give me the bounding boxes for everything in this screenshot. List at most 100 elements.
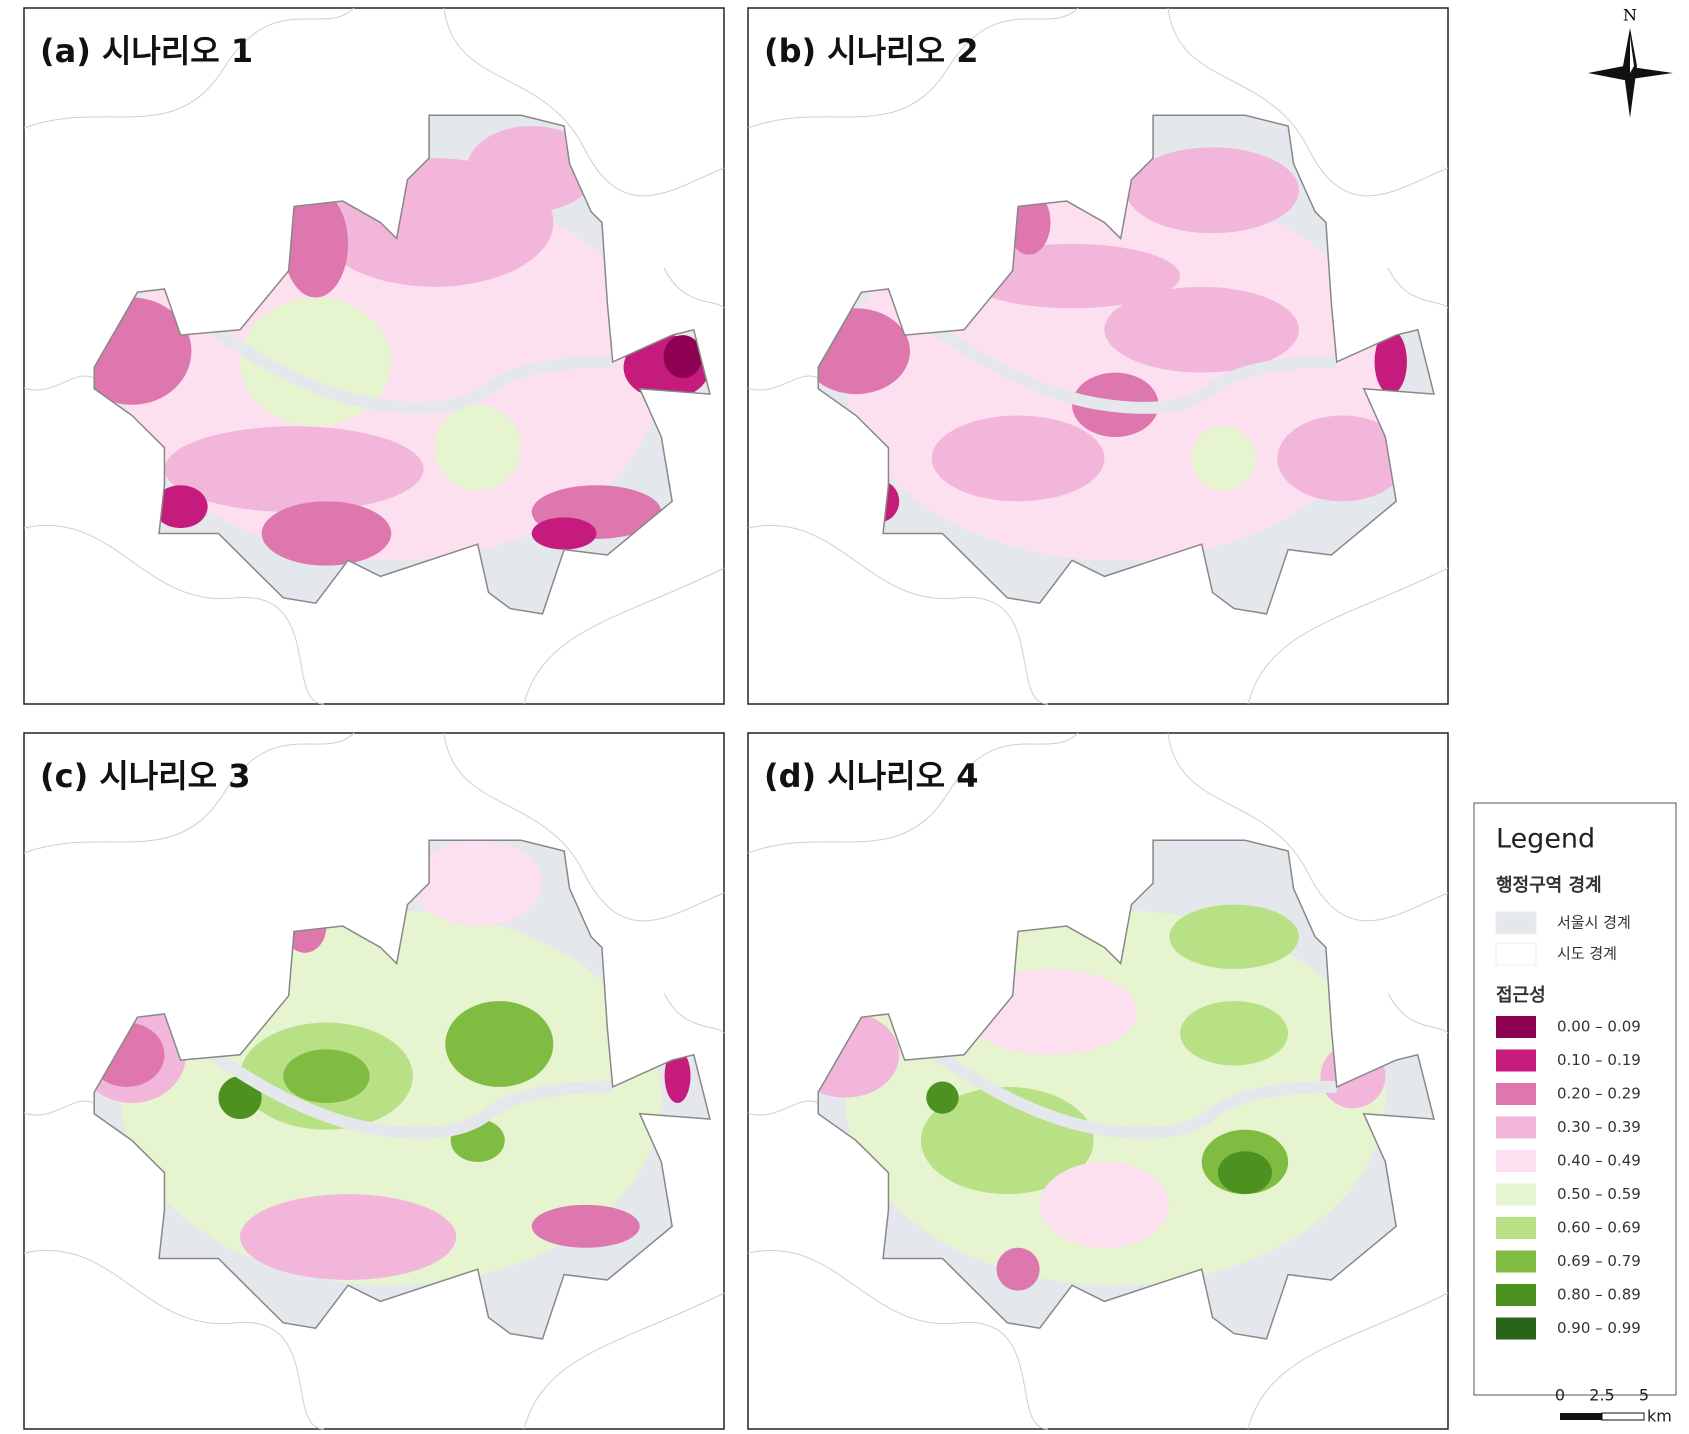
legend-heading: 접근성 — [1496, 985, 1546, 1006]
accessibility-zone — [1169, 904, 1299, 969]
accessibility-zone — [926, 1081, 959, 1114]
admin-boundary — [523, 567, 725, 705]
panel-title: (b) 시나리오 2 — [764, 32, 978, 70]
accessibility-zone — [1039, 1161, 1170, 1248]
admin-boundary — [23, 525, 325, 705]
legend-label: 시도 경계 — [1557, 945, 1617, 963]
accessibility-zone — [153, 485, 208, 529]
legend-swatch — [1496, 1083, 1536, 1105]
han-river — [933, 324, 1337, 414]
admin-boundary — [1247, 567, 1449, 705]
accessibility-zone — [531, 1204, 640, 1248]
admin-boundary — [747, 375, 819, 391]
scale-unit: km — [1647, 1407, 1672, 1426]
legend-swatch — [1496, 1049, 1536, 1072]
accessibility-zone — [1374, 329, 1407, 395]
legend-swatch — [1496, 1116, 1536, 1139]
admin-boundary — [663, 992, 725, 1034]
han-river — [209, 1049, 613, 1139]
accessibility-zone — [996, 1247, 1040, 1291]
admin-boundary — [23, 732, 355, 854]
legend-swatch — [1496, 1183, 1536, 1206]
accessibility-zone — [1126, 147, 1299, 234]
legend-swatch — [1496, 1150, 1536, 1172]
admin-boundary — [523, 1292, 725, 1430]
seoul-outline — [93, 839, 711, 1340]
admin-boundary — [663, 267, 725, 309]
admin-boundary — [23, 375, 95, 391]
accessibility-zone — [663, 335, 703, 378]
legend-title: Legend — [1496, 824, 1595, 855]
accessibility-zone — [164, 426, 424, 513]
admin-boundary — [747, 732, 1079, 854]
accessibility-zone — [1104, 286, 1299, 373]
accessibility-zone — [931, 415, 1105, 502]
accessibility-zone — [1277, 415, 1407, 502]
admin-boundary — [443, 7, 725, 197]
accessibility-zone — [218, 1076, 262, 1120]
map-panel: (a) 시나리오 1 — [23, 7, 725, 705]
north-arrow — [1588, 66, 1673, 80]
north-arrow — [1630, 36, 1634, 73]
accessibility-zone — [445, 1001, 554, 1087]
legend-swatch — [1495, 911, 1537, 935]
legend-label: 0.10 – 0.19 — [1557, 1051, 1641, 1069]
legend-swatch — [1495, 942, 1537, 966]
admin-boundary — [1167, 732, 1449, 922]
han-river — [933, 1049, 1337, 1139]
accessibility-zone — [1190, 426, 1256, 491]
accessibility-zone — [664, 1049, 691, 1103]
legend-label: 0.60 – 0.69 — [1557, 1219, 1641, 1237]
legend-swatch — [1496, 1016, 1536, 1038]
admin-boundary — [1247, 1292, 1449, 1430]
legend-swatch — [1496, 1217, 1536, 1239]
legend-swatch — [1496, 1250, 1536, 1273]
accessibility-zone — [283, 190, 349, 298]
admin-boundary — [747, 7, 1079, 129]
legend-label: 0.00 – 0.09 — [1557, 1018, 1641, 1036]
accessibility-zone — [283, 1049, 370, 1103]
legend-label: 0.50 – 0.59 — [1557, 1185, 1641, 1203]
admin-boundary — [747, 525, 1049, 705]
admin-boundary — [747, 1250, 1049, 1430]
accessibility-zone — [261, 501, 392, 566]
map-panel: (d) 시나리오 4 — [747, 732, 1449, 1430]
accessibility-zone — [240, 1194, 457, 1280]
legend-label: 0.80 – 0.89 — [1557, 1286, 1641, 1304]
map-panel: (b) 시나리오 2 — [747, 7, 1449, 705]
accessibility-zone — [466, 125, 597, 212]
admin-boundary — [23, 1250, 325, 1430]
legend-swatch — [1496, 1317, 1536, 1340]
admin-boundary — [1167, 7, 1449, 197]
admin-boundary — [747, 1100, 819, 1116]
accessibility-zone — [1217, 1151, 1272, 1195]
accessibility-zone — [818, 1011, 900, 1098]
north-label: N — [1623, 6, 1637, 25]
scale-label: 0 — [1555, 1386, 1565, 1405]
map-panel: (c) 시나리오 3 — [23, 732, 725, 1430]
legend-label: 0.20 – 0.29 — [1557, 1085, 1641, 1103]
legend-label: 0.69 – 0.79 — [1557, 1252, 1641, 1270]
legend-swatch — [1496, 1284, 1536, 1306]
legend-label: 0.30 – 0.39 — [1557, 1118, 1641, 1136]
seoul-outline — [817, 114, 1435, 615]
accessibility-zone — [1180, 1001, 1289, 1066]
scale-label: 2.5 — [1589, 1386, 1614, 1405]
admin-boundary — [1387, 267, 1449, 309]
scale-segment — [1560, 1413, 1602, 1420]
scale-segment — [1601, 1412, 1645, 1421]
admin-boundary — [443, 732, 725, 922]
admin-boundary — [23, 7, 355, 129]
legend-label: 서울시 경계 — [1557, 914, 1631, 932]
panel-title: (a) 시나리오 1 — [40, 32, 253, 70]
accessibility-zone — [434, 404, 521, 491]
legend-heading: 행정구역 경계 — [1496, 875, 1602, 896]
han-river — [209, 324, 613, 414]
admin-boundary — [1387, 992, 1449, 1034]
accessibility-zone — [964, 243, 1181, 309]
accessibility-zone — [412, 840, 543, 927]
legend-label: 0.40 – 0.49 — [1557, 1152, 1641, 1170]
panel-title: (d) 시나리오 4 — [764, 757, 978, 795]
